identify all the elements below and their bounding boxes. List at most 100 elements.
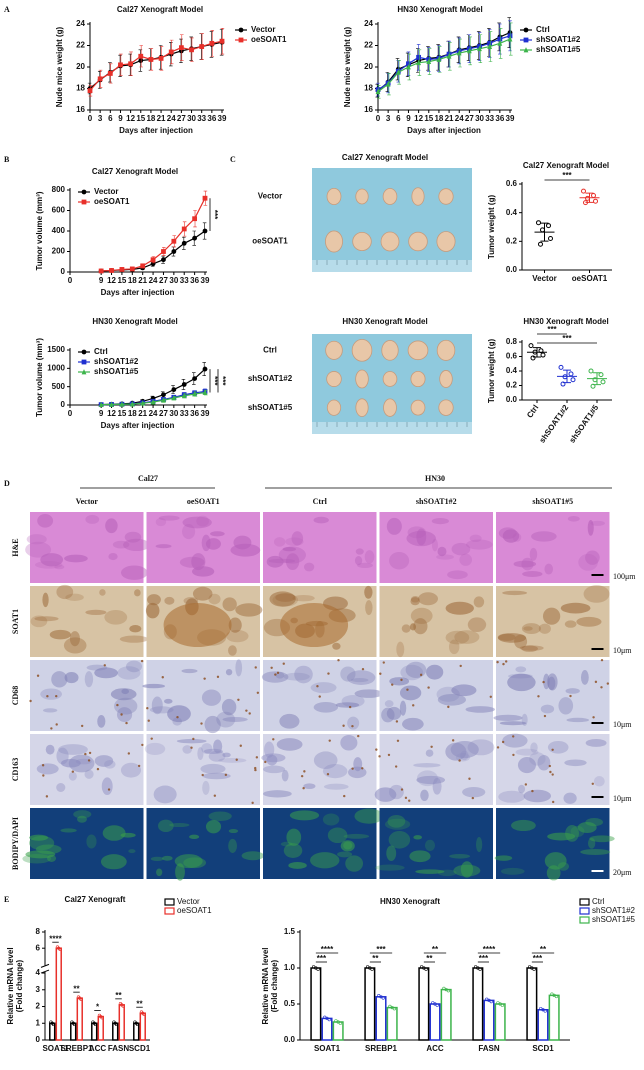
x-tick-label: 21: [445, 114, 454, 123]
positive-cell: [342, 724, 345, 727]
chart-title: HN30 Xenograft Model: [92, 317, 177, 326]
x-tick-label: SREBP1: [365, 1044, 398, 1053]
y-tick-label: 0.6: [506, 179, 518, 188]
marker: [477, 45, 482, 52]
tissue-texture: [183, 857, 207, 869]
marker: [202, 389, 208, 395]
positive-cell: [458, 759, 461, 762]
y-tick-label: 0: [61, 400, 66, 409]
micrograph: [146, 808, 260, 879]
tissue-texture: [167, 705, 191, 723]
panel-label: C: [230, 155, 236, 164]
tissue-texture: [388, 831, 411, 849]
positive-cell: [396, 739, 400, 743]
x-tick-label: 33: [197, 114, 206, 123]
x-axis-label: Days after injection: [119, 126, 193, 135]
y-tick-label: 0.0: [506, 265, 518, 274]
x-tick-label: 3: [386, 114, 391, 123]
tissue-texture: [102, 825, 126, 841]
marker: [87, 88, 93, 94]
tissue-texture: [197, 747, 204, 761]
tumor: [381, 340, 399, 361]
mean-sd: [527, 347, 547, 358]
column-label: oeSOAT1: [187, 497, 220, 506]
marker: [416, 59, 422, 66]
tissue-texture: [530, 742, 538, 753]
tissue-texture: [176, 738, 207, 744]
tissue-texture: [374, 787, 397, 802]
bar: [76, 997, 83, 1041]
x-tick-label: 39: [201, 276, 210, 285]
tissue-texture: [384, 818, 411, 830]
x-tick-label: 36: [207, 114, 216, 123]
axis-break: [41, 965, 49, 973]
tissue-texture: [426, 664, 444, 680]
tissue-texture: [286, 828, 302, 846]
bar: [526, 967, 538, 1041]
x-tick-label: 15: [424, 114, 433, 123]
tissue-texture: [416, 528, 427, 546]
tissue-texture: [225, 668, 233, 676]
bar: [139, 1012, 146, 1041]
marker: [238, 37, 244, 43]
tissue-texture: [407, 526, 427, 539]
tissue-texture: [147, 594, 161, 606]
tissue-texture: [289, 810, 320, 821]
y-tick-label: 0.0: [506, 395, 518, 404]
tissue-texture: [415, 869, 445, 874]
marker: [171, 387, 177, 392]
tissue-texture: [61, 758, 81, 768]
data-point: [568, 371, 574, 377]
marker: [209, 40, 215, 46]
tumor: [352, 231, 372, 252]
tissue-texture: [418, 592, 438, 606]
tissue-texture: [416, 775, 446, 785]
tissue-texture: [413, 835, 422, 840]
tissue-texture: [228, 645, 237, 656]
marker: [81, 359, 87, 365]
tissue-texture: [145, 602, 160, 619]
tumor: [438, 188, 454, 205]
positive-cell: [245, 709, 248, 712]
positive-cell: [395, 720, 399, 723]
tissue-texture: [150, 856, 164, 861]
positive-cell: [45, 795, 49, 798]
tissue-texture: [25, 541, 52, 558]
tissue-texture: [346, 670, 376, 685]
tissue-texture: [64, 671, 79, 684]
marker: [81, 349, 87, 355]
bar: [418, 967, 430, 1041]
bar: [133, 1022, 140, 1041]
positive-cell: [412, 704, 415, 707]
positive-cell: [543, 714, 547, 718]
tissue-texture: [529, 547, 538, 561]
x-tick-label: 15: [117, 276, 126, 285]
tissue-texture: [469, 534, 482, 543]
x-tick-label: 9: [99, 409, 104, 418]
x-tick-label: SOAT1: [314, 1044, 341, 1053]
bar: [364, 967, 376, 1041]
marker: [507, 33, 513, 39]
tissue-texture: [413, 618, 428, 635]
data-point: [588, 368, 594, 374]
data-point: [581, 188, 586, 194]
tissue-texture: [26, 534, 47, 545]
bar: [472, 967, 484, 1041]
positive-cell: [303, 770, 306, 773]
positive-cell: [591, 782, 594, 785]
tissue-texture: [531, 531, 557, 542]
significance: ****: [49, 934, 62, 943]
tissue-texture: [512, 533, 522, 542]
x-tick-label: FASN: [108, 1044, 130, 1053]
stain-region: [280, 603, 349, 648]
tissue-texture: [278, 546, 306, 564]
x-tick-label: 30: [475, 114, 484, 123]
legend-label: oeSOAT1: [94, 197, 130, 206]
positive-cell: [255, 756, 259, 759]
positive-cell: [256, 691, 260, 695]
tissue-texture: [576, 616, 602, 627]
y-tick-label: 18: [76, 84, 85, 93]
marker: [199, 44, 205, 49]
positive-cell: [125, 721, 128, 725]
